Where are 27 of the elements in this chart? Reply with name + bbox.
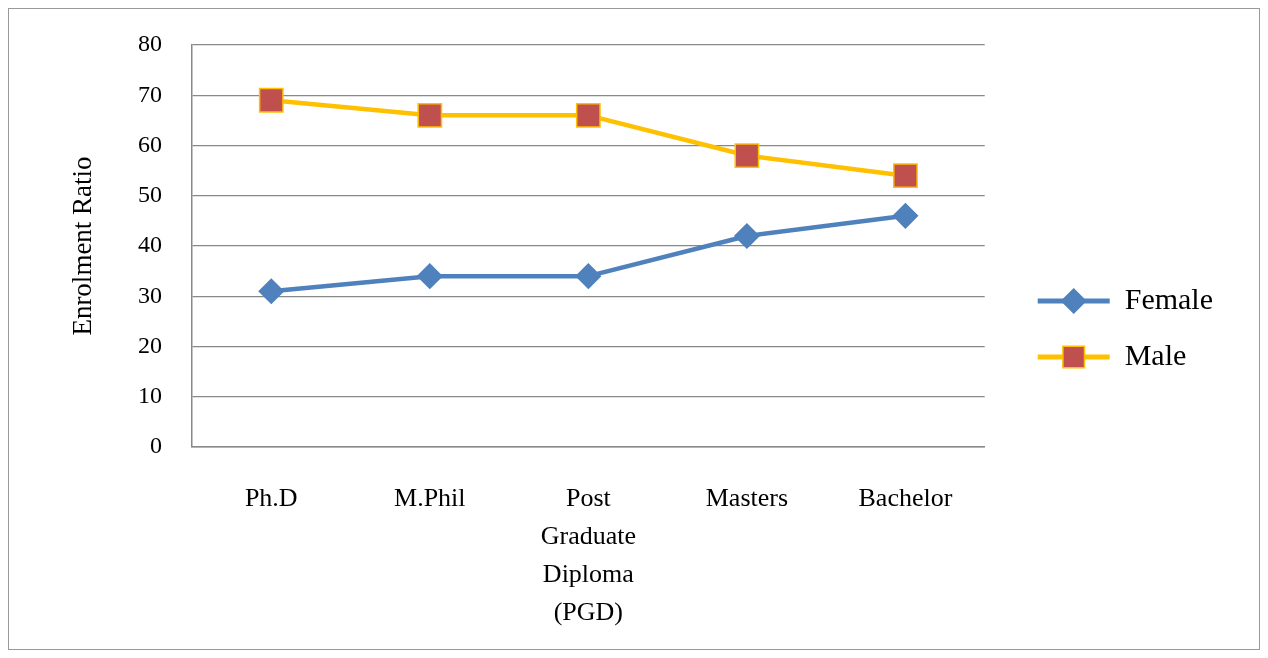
point	[893, 163, 918, 189]
point	[734, 223, 760, 249]
y-tick-label: 20	[138, 331, 162, 358]
y-tick-label: 10	[138, 382, 162, 409]
y-tick-label: 60	[138, 130, 162, 157]
x-tick-label: Bachelor	[858, 482, 953, 512]
x-tick-label: M.Phil	[394, 482, 466, 512]
point	[417, 263, 443, 289]
point	[258, 278, 285, 304]
point	[892, 203, 919, 229]
y-tick-label: 80	[138, 30, 162, 57]
x-tick-label: Post Graduate Diploma (PGD)	[540, 482, 636, 626]
x-tick-label: Ph.D	[244, 482, 298, 512]
point	[417, 102, 443, 128]
x-tick-label: Masters	[705, 482, 789, 512]
y-tick-label: 30	[138, 281, 162, 308]
legend-label: Male	[1124, 337, 1187, 371]
point	[575, 263, 602, 289]
legend-label: Female	[1124, 281, 1214, 315]
point	[734, 143, 760, 168]
point	[258, 87, 284, 113]
y-tick-label: 40	[138, 231, 162, 258]
point	[575, 102, 601, 128]
y-tick-label: 0	[150, 432, 162, 459]
y-axis-title: Enrolment Ratio	[67, 156, 98, 336]
y-tick-label: 70	[138, 80, 162, 107]
y-tick-label: 50	[138, 181, 162, 208]
